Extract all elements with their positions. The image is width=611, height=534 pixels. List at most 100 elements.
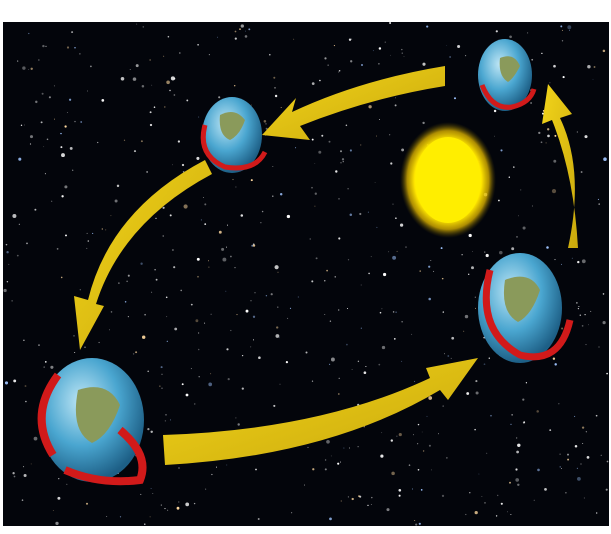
star bbox=[172, 164, 173, 166]
star bbox=[154, 269, 156, 271]
star bbox=[86, 232, 88, 234]
star bbox=[211, 473, 213, 476]
star bbox=[567, 25, 572, 30]
star bbox=[194, 403, 196, 405]
star bbox=[129, 69, 131, 71]
star bbox=[337, 393, 340, 395]
star bbox=[374, 182, 376, 183]
star bbox=[399, 223, 404, 227]
star bbox=[414, 520, 416, 521]
star bbox=[18, 223, 20, 225]
star bbox=[210, 313, 212, 315]
star bbox=[24, 124, 25, 126]
star bbox=[164, 420, 167, 422]
star bbox=[495, 30, 498, 33]
star bbox=[169, 89, 171, 92]
star bbox=[33, 436, 38, 441]
star bbox=[73, 335, 75, 337]
star bbox=[42, 44, 45, 48]
star bbox=[22, 66, 26, 70]
star bbox=[474, 428, 476, 431]
star bbox=[86, 247, 88, 249]
star bbox=[469, 492, 471, 494]
star bbox=[293, 38, 295, 40]
star bbox=[582, 443, 584, 444]
star bbox=[378, 62, 380, 65]
star bbox=[4, 381, 9, 385]
star bbox=[98, 341, 100, 344]
star bbox=[324, 57, 327, 60]
star bbox=[245, 30, 246, 32]
star bbox=[576, 467, 579, 469]
star bbox=[311, 186, 313, 189]
star bbox=[165, 296, 168, 299]
star bbox=[426, 415, 428, 417]
star bbox=[466, 392, 470, 395]
star bbox=[173, 266, 176, 269]
star bbox=[226, 246, 227, 248]
star bbox=[606, 372, 608, 375]
star bbox=[285, 360, 289, 364]
star bbox=[127, 316, 129, 318]
star bbox=[196, 257, 200, 261]
star bbox=[567, 458, 570, 461]
star bbox=[127, 274, 130, 277]
earth bbox=[478, 39, 537, 111]
star bbox=[251, 244, 254, 247]
star bbox=[205, 488, 207, 490]
star bbox=[465, 55, 467, 57]
star bbox=[90, 65, 92, 68]
star bbox=[230, 255, 232, 258]
star bbox=[255, 468, 257, 471]
star bbox=[395, 217, 397, 219]
star bbox=[152, 492, 154, 494]
star bbox=[342, 161, 344, 163]
star bbox=[169, 214, 172, 217]
star bbox=[403, 55, 405, 57]
star bbox=[380, 454, 384, 458]
star bbox=[390, 162, 393, 165]
star bbox=[565, 492, 567, 494]
star bbox=[190, 303, 193, 306]
star bbox=[574, 445, 578, 448]
star bbox=[197, 275, 199, 278]
star bbox=[392, 311, 395, 313]
star bbox=[65, 234, 67, 237]
star bbox=[140, 493, 142, 495]
star bbox=[509, 481, 511, 484]
star bbox=[420, 489, 423, 491]
star bbox=[177, 140, 181, 143]
star bbox=[541, 52, 543, 55]
star bbox=[510, 514, 512, 515]
star bbox=[43, 366, 45, 368]
star bbox=[324, 314, 326, 315]
star bbox=[593, 66, 596, 68]
star bbox=[381, 345, 386, 350]
star bbox=[18, 157, 22, 161]
star bbox=[28, 69, 30, 70]
star bbox=[396, 250, 398, 252]
star bbox=[540, 141, 543, 144]
star bbox=[381, 308, 383, 310]
star bbox=[389, 21, 392, 25]
star bbox=[398, 488, 402, 492]
star bbox=[367, 504, 369, 507]
star bbox=[392, 255, 397, 260]
star bbox=[401, 48, 403, 51]
star bbox=[48, 96, 51, 99]
star bbox=[155, 278, 158, 281]
star bbox=[523, 421, 526, 424]
star bbox=[101, 99, 105, 102]
star bbox=[41, 92, 44, 95]
star bbox=[500, 149, 503, 152]
star bbox=[347, 259, 350, 261]
star bbox=[315, 257, 318, 260]
star bbox=[527, 32, 529, 34]
star bbox=[388, 251, 390, 253]
star bbox=[166, 340, 168, 342]
star bbox=[151, 84, 153, 86]
star bbox=[265, 123, 267, 125]
star bbox=[167, 509, 169, 511]
star bbox=[250, 179, 253, 182]
